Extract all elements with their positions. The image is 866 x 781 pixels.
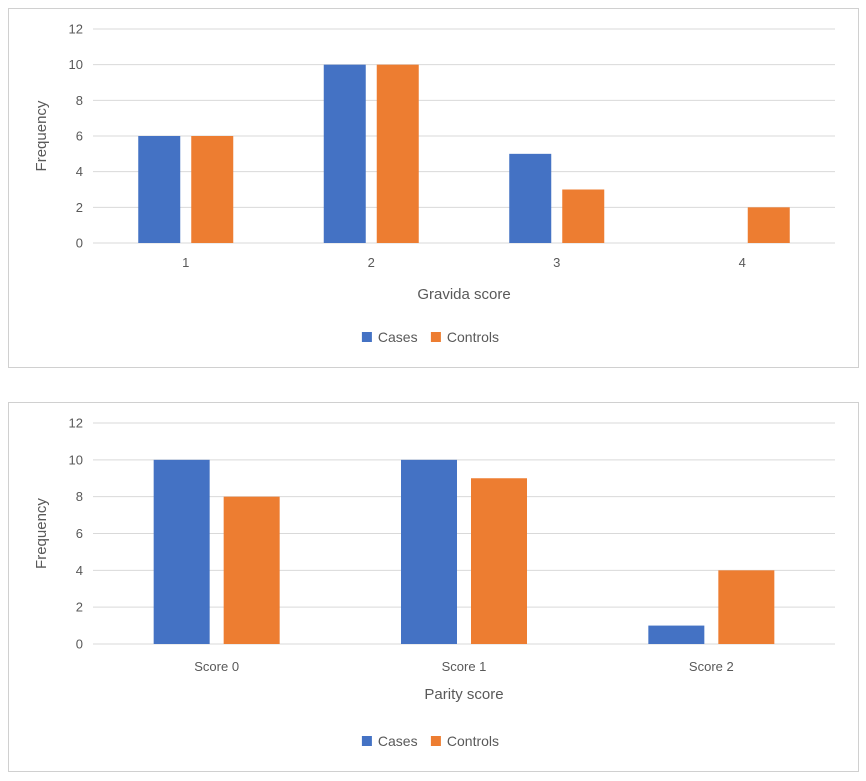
x-tick-label: 3: [553, 255, 560, 270]
y-tick-label: 12: [69, 416, 83, 431]
y-tick-label: 8: [76, 489, 83, 504]
gravida-chart-panel: 0 2 4 6 8 10 12 1 2 3 4 Gravida score Frequency Cases…: [8, 8, 859, 368]
y-tick-label: 10: [69, 452, 83, 467]
bar-cases-1: [138, 136, 181, 243]
y-tick-label: 10: [69, 57, 83, 72]
y-tick-label: 4: [76, 563, 83, 578]
bar-cases-score-2: [648, 625, 705, 644]
y-tick-label: 12: [69, 22, 83, 37]
bar-cases-score-1: [401, 459, 457, 644]
bar-cases-score-0: [153, 459, 210, 644]
x-tick-label: 1: [182, 255, 189, 270]
legend-label-controls: Controls: [447, 329, 499, 345]
legend-label-cases: Cases: [378, 733, 418, 749]
legend-swatch-controls: [430, 332, 441, 342]
bar-controls-3: [562, 189, 605, 243]
y-axis-title: Frequency: [33, 498, 50, 569]
y-tick-label: 0: [76, 236, 83, 251]
y-tick-label: 8: [76, 93, 83, 108]
legend-swatch-cases: [361, 736, 372, 746]
y-tick-label: 6: [76, 526, 83, 541]
y-tick-label: 2: [76, 600, 83, 615]
bar-cases-3: [509, 153, 552, 243]
x-axis-title: Parity score: [424, 686, 503, 703]
bar-controls-score-0: [223, 496, 280, 644]
x-tick-label: Score 0: [194, 659, 239, 674]
y-tick-label: 6: [76, 129, 83, 144]
x-tick-label: Score 2: [689, 659, 734, 674]
y-tick-label: 0: [76, 637, 83, 652]
parity-chart-panel: 0 2 4 6 8 10 12 Score 0 Score 1 Score 2 Parity sco…: [8, 402, 859, 772]
legend-swatch-cases: [361, 332, 372, 342]
bar-controls-1: [191, 136, 234, 243]
bar-controls-score-2: [718, 570, 775, 644]
legend-label-controls: Controls: [447, 733, 499, 749]
y-axis-title: Frequency: [33, 100, 50, 171]
x-tick-label: 4: [739, 255, 746, 270]
legend-swatch-controls: [430, 736, 441, 746]
y-tick-label: 4: [76, 164, 83, 179]
bar-controls-score-1: [471, 478, 527, 644]
parity-chart: 0 2 4 6 8 10 12 Score 0 Score 1 Score 2 Parity sco…: [33, 416, 835, 749]
x-tick-label: 2: [368, 255, 375, 270]
bar-cases-2: [323, 64, 366, 243]
bar-controls-2: [376, 64, 419, 243]
bar-controls-4: [747, 207, 790, 243]
x-axis-title: Gravida score: [417, 286, 510, 303]
legend-label-cases: Cases: [378, 329, 418, 345]
x-tick-label: Score 1: [442, 659, 487, 674]
y-tick-label: 2: [76, 200, 83, 215]
